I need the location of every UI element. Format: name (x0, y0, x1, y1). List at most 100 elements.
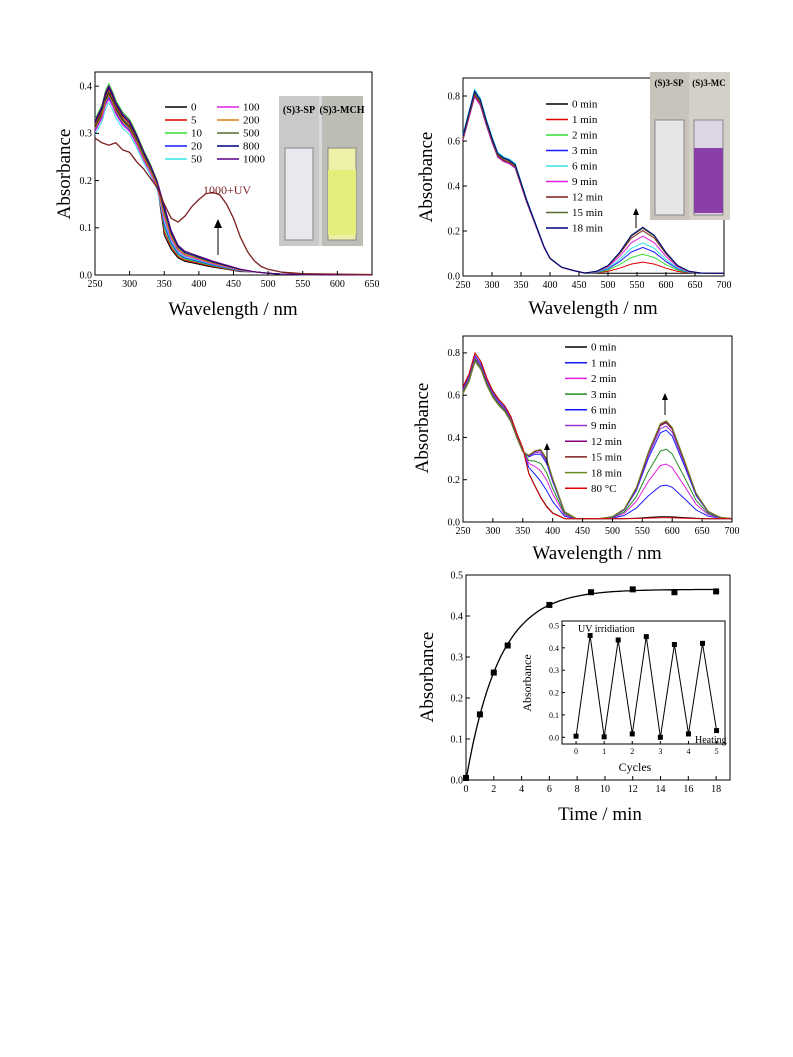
c-x-tick-label: 650 (695, 526, 710, 537)
a-legend-entry: 20 (191, 141, 203, 153)
b-legend-entry: 9 min (572, 176, 598, 188)
c-legend-entry: 9 min (591, 420, 617, 432)
b-y-tick-label: 0.0 (448, 271, 461, 282)
b-x-tick-label: 600 (659, 280, 674, 291)
panel-a-curves (94, 82, 373, 276)
d-x-tick-label: 12 (628, 784, 638, 795)
panel-d-data-point (476, 711, 483, 718)
a-x-tick-label: 650 (365, 279, 380, 290)
mch-cuvette-label: (S)3-MCH (320, 105, 365, 116)
panel-a-y-ticks: 0.0 0.1 0.2 0.3 0.4 (80, 81, 99, 281)
inset-plot-frame (561, 620, 726, 745)
b-legend-entry: 1 min (572, 114, 598, 126)
inset-data-point (601, 734, 607, 740)
panel-c-legend: 0 min 1 min 2 min 3 min 6 min 9 min 12 min 15 m… (565, 342, 622, 495)
c-x-tick-label: 600 (665, 526, 680, 537)
panel-b-curves (462, 88, 724, 274)
b-legend-entry: 2 min (572, 130, 598, 142)
inset-x-axis-label: Cycles (619, 760, 652, 774)
panel-a-y-axis-label: Absorbance (54, 129, 75, 220)
c-legend-entry: 15 min (591, 452, 622, 464)
inset-data-point (685, 731, 691, 737)
inset-x-tick-label: 4 (686, 747, 690, 756)
inset-cycle-line (573, 633, 720, 740)
panel-a-uv-annotation: 1000+UV (203, 183, 251, 197)
b-legend-entry: 6 min (572, 161, 598, 173)
inset-y-tick-label: 0.3 (549, 666, 559, 675)
panel-d-data-point (588, 589, 595, 596)
panel-c-x-ticks: 250 300 350 400 450 500 550 600 650 700 (456, 518, 740, 537)
b-legend-entry: 3 min (572, 145, 598, 157)
inset-data-point (657, 734, 663, 740)
panel-b-y-ticks: 0.0 0.2 0.4 0.6 0.8 (448, 91, 467, 282)
panel-a-uv-vis-spectra: 250 300 350 400 450 500 550 600 650 0.00.10.20.3… (54, 71, 380, 320)
c-x-tick-label: 500 (605, 526, 620, 537)
inset-x-tick-label: 5 (715, 747, 719, 756)
sp-cuvette-label-b: (S)3-SP (655, 78, 685, 88)
inset-x-tick-label: 1 (602, 747, 606, 756)
c-legend-entry: 18 min (591, 467, 622, 479)
d-x-tick-label: 0 (464, 784, 469, 795)
inset-data-point (671, 641, 677, 647)
panel-a-series-line (94, 84, 372, 276)
panel-b-legend: 0 min 1 min 2 min 3 min 6 min 9 min 12 min 15 m… (546, 99, 603, 235)
c-legend-entry: 2 min (591, 373, 617, 385)
a-legend-entry: 0 (191, 102, 197, 114)
a-x-tick-label: 450 (226, 279, 241, 290)
b-x-tick-label: 550 (630, 280, 645, 291)
a-x-tick-label: 550 (295, 279, 310, 290)
mc-cuvette-label-b: (S)3-MC (692, 78, 726, 88)
inset-y-axis-label: Absorbance (520, 654, 534, 711)
d-x-tick-label: 6 (547, 784, 552, 795)
panel-a-uv-series-line (94, 137, 373, 276)
panel-d-data-point (629, 586, 636, 593)
inset-uv-annotation: UV irridiation (578, 624, 635, 635)
b-x-tick-label: 700 (717, 280, 732, 291)
d-y-tick-label: 0.0 (451, 775, 464, 786)
panel-d-data-point (713, 588, 720, 595)
d-x-tick-label: 14 (656, 784, 666, 795)
c-legend-entry: 0 min (591, 342, 617, 354)
inset-data-point (615, 637, 621, 643)
panel-c-series-line (462, 351, 732, 520)
panel-b-arrow-head (633, 208, 639, 215)
panel-d-y-axis-label: Absorbance (417, 632, 438, 723)
d-y-tick-label: 0.2 (451, 693, 464, 704)
d-y-tick-label: 0.3 (451, 652, 464, 663)
c-y-tick-label: 0.2 (448, 475, 461, 486)
b-legend-entry: 15 min (572, 207, 603, 219)
panel-d-data-point (504, 642, 511, 649)
a-x-tick-label: 250 (88, 279, 103, 290)
a-legend-entry: 1000 (243, 154, 266, 166)
panel-d-kinetics: 0 2 4 6 8 10 12 14 16 18 0.00.10.20.30.40.5 Time … (417, 570, 731, 825)
panel-b-cuvette-photo: (S)3-SP (S)3-MC (650, 72, 730, 220)
panel-a-x-axis-label: Wavelength / nm (168, 299, 298, 320)
c-x-tick-label: 450 (575, 526, 590, 537)
sp-cuvette-label: (S)3-SP (283, 105, 315, 116)
a-x-tick-label: 500 (261, 279, 276, 290)
inset-y-tick-label: 0.1 (549, 711, 559, 720)
c-legend-entry: 1 min (591, 357, 617, 369)
d-x-tick-label: 16 (683, 784, 693, 795)
a-y-tick-label: 0.4 (80, 81, 93, 92)
panel-a-x-ticks: 250 300 350 400 450 500 550 600 650 (88, 271, 380, 290)
c-y-tick-label: 0.4 (448, 433, 461, 444)
a-y-tick-label: 0.0 (80, 270, 93, 281)
inset-y-ticks: 0.0 0.1 0.2 0.3 0.4 0.5 (549, 621, 565, 742)
b-y-tick-label: 0.2 (448, 226, 461, 237)
b-legend-entry: 0 min (572, 99, 598, 111)
inset-y-tick-label: 0.0 (549, 733, 559, 742)
a-x-tick-label: 350 (157, 279, 172, 290)
a-legend-entry: 5 (191, 115, 197, 127)
panel-d-data-point (490, 669, 497, 676)
a-legend-entry: 100 (243, 102, 260, 114)
c-y-tick-label: 0.8 (448, 348, 461, 359)
c-x-tick-label: 300 (485, 526, 500, 537)
a-x-tick-label: 300 (122, 279, 137, 290)
c-x-tick-label: 400 (545, 526, 560, 537)
a-x-tick-label: 400 (191, 279, 206, 290)
c-legend-entry: 80 °C (591, 483, 617, 495)
b-x-tick-label: 500 (601, 280, 616, 291)
b-y-tick-label: 0.4 (448, 181, 461, 192)
